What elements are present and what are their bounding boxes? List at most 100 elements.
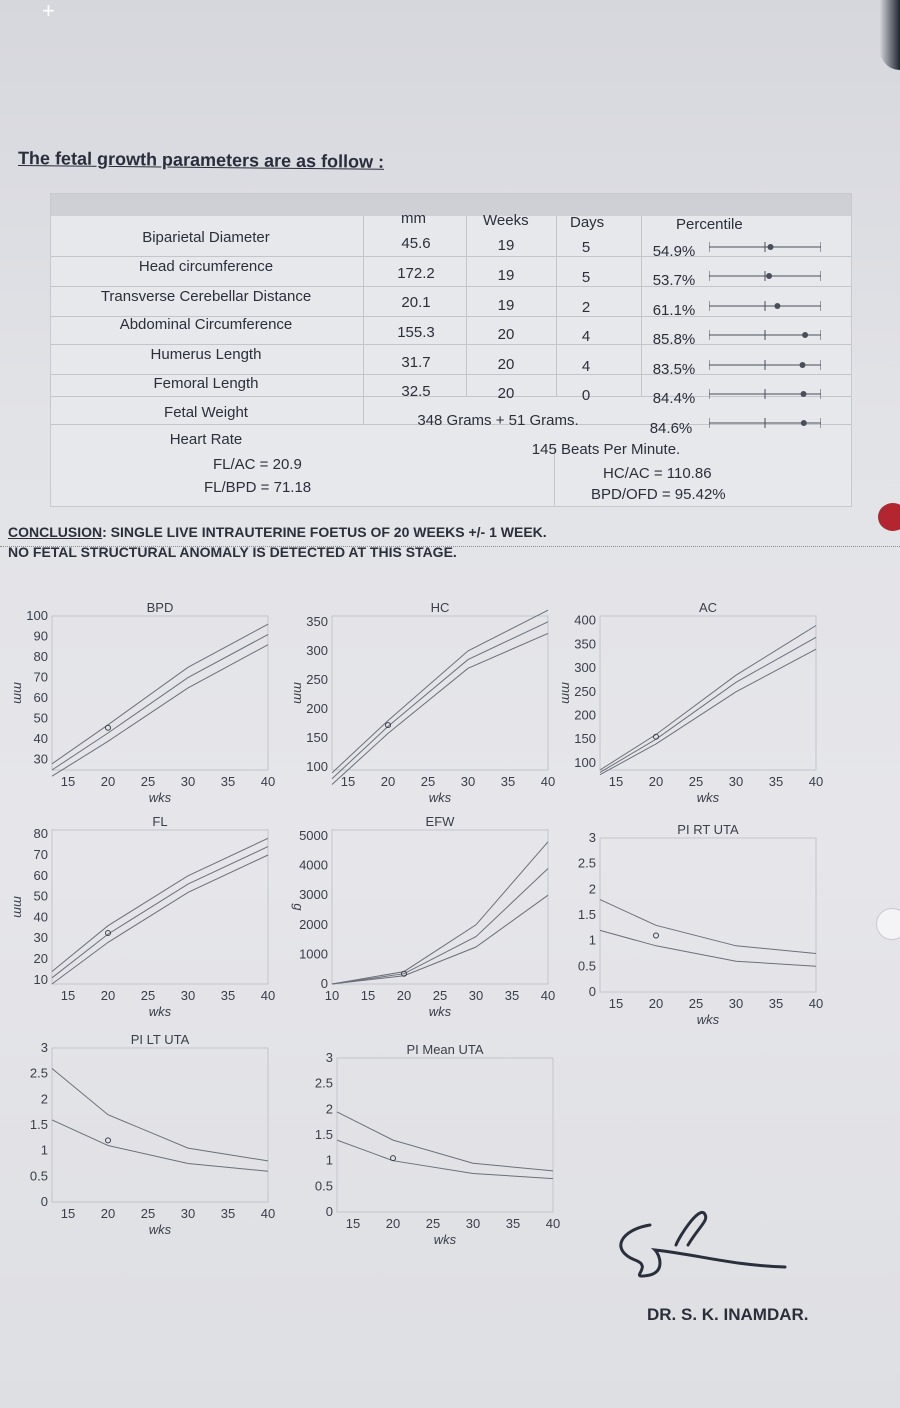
x-tick-label: 25 <box>141 774 155 789</box>
plot-area <box>51 615 269 771</box>
chart-pi-lt-uta: 15 20 25 30 35 40 0 0.5 1 1.5 2 2.5 3 PI LT UTA wks <box>0 1030 280 1245</box>
y-axis-label: mm <box>11 682 26 704</box>
y-tick-label: 200 <box>306 701 328 716</box>
series-line <box>331 632 549 785</box>
x-tick-label: 20 <box>397 988 411 1003</box>
x-tick-label: 15 <box>346 1216 360 1231</box>
y-axis-label: g <box>291 903 306 911</box>
x-axis-label: wks <box>149 1004 172 1019</box>
divider <box>363 216 364 424</box>
percentile-marker <box>766 273 773 279</box>
fetal-parameters-table: mm Weeks Days Percentile Biparietal Diam… <box>50 193 852 507</box>
heart-rate-value: 145 Beats Per Minute. <box>531 441 681 458</box>
value-percentile: 61.1% <box>652 302 696 319</box>
chart-pi-mean-uta: 15 20 25 30 35 40 0 0.5 1 1.5 2 2.5 3 PI Mean UTA wks <box>285 1040 565 1255</box>
y-tick-label: 350 <box>574 636 596 651</box>
divider <box>51 344 851 345</box>
value-weeks: 20 <box>497 385 515 402</box>
x-tick-label: 35 <box>221 988 235 1003</box>
y-tick-label: 3 <box>41 1040 48 1055</box>
y-tick-label: 0 <box>326 1204 333 1219</box>
table-row: Humerus Length 31.7 20 4 83.5% <box>51 346 851 378</box>
chart-bpd: 15 20 25 30 35 40 30 40 50 60 70 80 90 100 BPD wks mm <box>0 598 280 813</box>
y-tick-label: 1.5 <box>30 1117 48 1132</box>
value-mm: 155.3 <box>397 324 435 341</box>
series-line <box>331 894 549 985</box>
page-corner-shadow <box>880 0 900 70</box>
divider <box>51 316 851 317</box>
series-line <box>599 648 817 776</box>
value-days: 5 <box>581 239 591 256</box>
table-row-fetal-weight: Fetal Weight 348 Grams + 51 Grams. 84.6% <box>51 404 851 437</box>
series-line <box>51 644 269 777</box>
divider <box>51 286 851 287</box>
chart-title: AC <box>699 600 717 615</box>
value-percentile: 54.9% <box>652 243 696 260</box>
y-tick-label: 100 <box>306 759 328 774</box>
y-tick-label: 200 <box>574 708 596 723</box>
value-mm: 20.1 <box>401 294 431 311</box>
value-weeks: 20 <box>497 356 515 373</box>
x-tick-label: 35 <box>769 774 783 789</box>
x-axis-label: wks <box>429 1004 452 1019</box>
series-line <box>51 854 269 985</box>
chart-title: EFW <box>426 814 456 829</box>
series-line <box>336 1139 554 1180</box>
x-tick-label: 15 <box>361 988 375 1003</box>
divider <box>466 216 467 396</box>
value-days: 4 <box>581 328 591 345</box>
value-mm: 31.7 <box>401 354 431 371</box>
x-tick-label: 40 <box>809 996 823 1011</box>
x-tick-label: 35 <box>506 1216 520 1231</box>
header-mm: mm <box>401 210 426 227</box>
value-days: 4 <box>581 358 591 375</box>
y-axis-label: mm <box>559 682 574 704</box>
divider <box>51 374 851 375</box>
y-tick-label: 4000 <box>299 858 328 873</box>
y-tick-label: 3000 <box>299 887 328 902</box>
punch-hole-icon <box>876 908 900 940</box>
x-tick-label: 35 <box>505 988 519 1003</box>
series-line <box>599 636 817 773</box>
y-tick-label: 30 <box>34 752 48 767</box>
series-line <box>51 623 269 765</box>
y-tick-label: 60 <box>34 868 48 883</box>
ratio-bpd-ofd: BPD/OFD = 95.42% <box>591 486 726 503</box>
x-tick-label: 30 <box>729 996 743 1011</box>
table-row: Head circumference 172.2 19 5 53.7% <box>51 258 851 289</box>
y-axis-label: mm <box>291 682 306 704</box>
y-tick-label: 50 <box>34 711 48 726</box>
y-tick-label: 1 <box>41 1143 48 1158</box>
value-weeks: 19 <box>497 297 515 314</box>
value-days: 5 <box>581 269 591 286</box>
value-percentile: 84.6% <box>649 420 693 437</box>
series-line <box>51 634 269 771</box>
series-line <box>51 846 269 979</box>
value-weeks: 19 <box>497 237 515 254</box>
y-tick-label: 400 <box>574 613 596 628</box>
x-tick-label: 15 <box>609 774 623 789</box>
series-line <box>51 1068 269 1162</box>
y-tick-label: 0.5 <box>30 1168 48 1183</box>
x-tick-label: 20 <box>101 774 115 789</box>
x-tick-label: 25 <box>141 1206 155 1221</box>
plot-area <box>599 837 817 993</box>
y-tick-label: 100 <box>574 755 596 770</box>
x-axis-label: wks <box>429 790 452 805</box>
parameter-name: Head circumference <box>138 258 274 275</box>
value-weeks: 19 <box>497 267 515 284</box>
dotted-divider <box>0 546 900 547</box>
y-tick-label: 60 <box>34 690 48 705</box>
divider <box>554 449 555 506</box>
page-heading: The fetal growth parameters are as follo… <box>17 148 385 172</box>
x-tick-label: 30 <box>469 988 483 1003</box>
y-tick-label: 70 <box>34 670 48 685</box>
chart-svg: 15 20 25 30 35 40 0 0.5 1 1.5 2 2.5 3 PI LT UTA wks <box>30 1032 275 1237</box>
table-row: Transverse Cerebellar Distance 20.1 19 2… <box>51 288 851 319</box>
chart-title: PI RT UTA <box>677 822 739 837</box>
ratio-fl-bpd: FL/BPD = 71.18 <box>204 479 312 496</box>
chart-title: PI Mean UTA <box>406 1042 483 1057</box>
value-percentile: 85.8% <box>652 331 696 348</box>
table-row-heart-rate: Heart Rate 145 Beats Per Minute. <box>51 431 851 460</box>
y-tick-label: 1.5 <box>315 1127 333 1142</box>
